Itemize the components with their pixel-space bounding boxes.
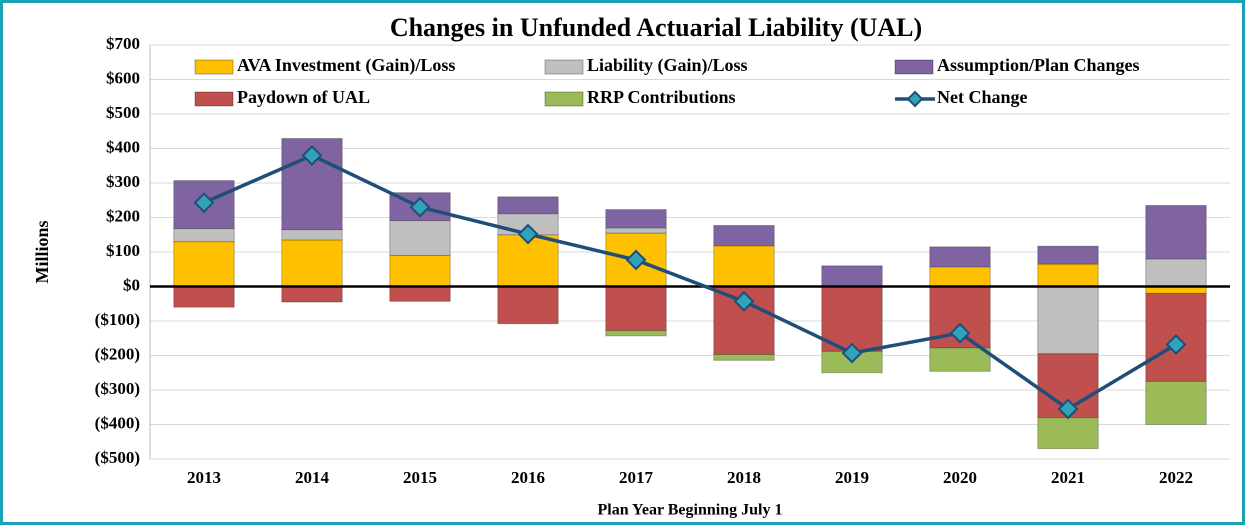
x-tick-label: 2018 (727, 468, 761, 487)
bar-segment (1145, 204, 1207, 260)
y-tick-label: ($200) (95, 344, 140, 363)
bar-segment (389, 254, 451, 287)
bar-segment (497, 196, 559, 215)
legend-swatch (194, 91, 234, 107)
x-axis-label: Plan Year Beginning July 1 (598, 502, 783, 519)
line-marker (841, 342, 863, 364)
y-tick-label: ($400) (95, 413, 140, 432)
bar-segment (281, 229, 343, 241)
bar-segment (1037, 417, 1099, 450)
x-tick-label: 2022 (1159, 468, 1193, 487)
x-tick-label: 2020 (943, 468, 977, 487)
bar-segment (173, 286, 235, 308)
line (203, 153, 1177, 412)
bar-segment (929, 347, 991, 372)
line-marker (1165, 334, 1187, 355)
bar-segment (605, 286, 667, 332)
line-marker (1057, 398, 1079, 420)
legend-swatch (194, 59, 234, 75)
bar-segment (173, 228, 235, 243)
bar-segment (605, 209, 667, 229)
bar-segment (605, 330, 667, 337)
y-tick-label: $300 (106, 172, 140, 191)
line-marker (409, 196, 431, 218)
x-tick-label: 2015 (403, 468, 437, 487)
bar-segment (497, 286, 559, 325)
line-marker (625, 249, 647, 271)
bar-segment (1037, 263, 1099, 288)
bar-segment (1037, 286, 1099, 355)
legend-swatch (894, 59, 934, 75)
y-tick-label: ($500) (95, 448, 140, 467)
x-tick-label: 2017 (619, 468, 654, 487)
bar-segment (713, 224, 775, 247)
bar-segment (281, 286, 343, 303)
legend-swatch (544, 91, 584, 107)
bar-segment (281, 239, 343, 288)
line-marker (949, 322, 971, 344)
legend-label: Assumption/Plan Changes (937, 55, 1140, 75)
bar-segment (389, 220, 451, 256)
legend-swatch (906, 90, 924, 108)
y-tick-label: ($100) (95, 310, 140, 329)
legend-label: RRP Contributions (587, 87, 736, 107)
chart-title: Changes in Unfunded Actuarial Liability … (390, 13, 922, 42)
legend-label: Paydown of UAL (237, 87, 370, 107)
y-tick-label: $400 (106, 137, 140, 156)
y-tick-label: $600 (106, 68, 140, 87)
x-tick-label: 2014 (295, 468, 330, 487)
bar-segment (929, 266, 991, 287)
legend-label: Liability (Gain)/Loss (587, 55, 748, 76)
y-tick-label: $200 (106, 206, 140, 225)
x-tick-label: 2016 (511, 468, 545, 487)
line-marker (301, 144, 323, 166)
y-tick-label: $500 (106, 103, 140, 122)
x-tick-label: 2013 (187, 468, 221, 487)
bar-segment (173, 241, 235, 287)
bar-segment (389, 286, 451, 302)
line-marker (193, 192, 215, 214)
y-axis-label: Millions (32, 220, 52, 283)
bar-segment (929, 246, 991, 268)
y-tick-label: ($300) (95, 379, 140, 398)
legend-swatch (544, 59, 584, 75)
y-tick-label: $700 (106, 34, 140, 53)
line-marker (733, 290, 755, 312)
bar-segment (1037, 245, 1099, 265)
legend-label: Net Change (937, 87, 1028, 107)
bar-segment (713, 353, 775, 361)
bar-segment (605, 227, 667, 234)
bar-segment (1145, 258, 1207, 287)
y-tick-label: $0 (123, 275, 140, 294)
x-tick-label: 2019 (835, 468, 869, 487)
y-tick-label: $100 (106, 241, 140, 260)
line-marker (517, 223, 539, 245)
bar-segment (821, 286, 883, 352)
legend-label: AVA Investment (Gain)/Loss (237, 55, 455, 76)
x-tick-label: 2021 (1051, 468, 1085, 487)
bar-segment (821, 265, 883, 287)
bar-segment (713, 245, 775, 287)
bar-segment (1145, 380, 1207, 425)
